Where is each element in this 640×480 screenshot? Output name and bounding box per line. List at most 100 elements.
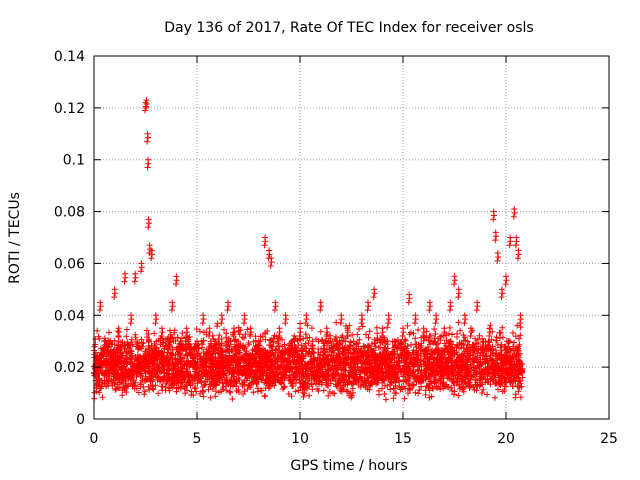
background-point bbox=[384, 324, 391, 331]
data-point bbox=[302, 320, 309, 327]
data-point bbox=[184, 329, 191, 336]
background-point bbox=[134, 352, 141, 359]
background-point bbox=[492, 369, 499, 376]
background-point bbox=[429, 366, 436, 373]
background-point bbox=[145, 363, 152, 370]
background-point bbox=[325, 383, 332, 390]
data-point bbox=[515, 251, 522, 258]
background-point bbox=[212, 393, 219, 400]
background-point bbox=[312, 380, 319, 387]
data-point bbox=[271, 307, 278, 314]
background-point bbox=[409, 360, 416, 367]
background-point bbox=[281, 341, 288, 348]
background-point bbox=[173, 375, 180, 382]
background-point bbox=[270, 378, 277, 385]
background-point bbox=[493, 380, 500, 387]
background-point bbox=[130, 377, 137, 384]
background-point bbox=[442, 359, 449, 366]
background-point bbox=[341, 344, 348, 351]
background-point bbox=[381, 358, 388, 365]
background-point bbox=[507, 357, 514, 364]
background-point bbox=[232, 351, 239, 358]
background-point bbox=[373, 363, 380, 370]
background-point bbox=[171, 370, 178, 377]
background-point bbox=[160, 377, 167, 384]
background-point bbox=[245, 382, 252, 389]
background-point bbox=[467, 381, 474, 388]
background-point bbox=[412, 389, 419, 396]
background-point bbox=[118, 379, 125, 386]
background-point bbox=[133, 385, 140, 392]
background-point bbox=[422, 366, 429, 373]
background-point bbox=[296, 371, 303, 378]
background-point bbox=[479, 389, 486, 396]
background-point bbox=[363, 365, 370, 372]
background-point bbox=[401, 395, 408, 402]
background-point bbox=[503, 367, 510, 374]
background-point bbox=[244, 326, 251, 333]
background-point bbox=[519, 374, 526, 381]
data-point bbox=[275, 333, 282, 340]
background-point bbox=[348, 394, 355, 401]
background-point bbox=[297, 366, 304, 373]
data-point bbox=[112, 290, 119, 297]
background-point bbox=[471, 386, 478, 393]
background-point bbox=[355, 353, 362, 360]
background-point bbox=[260, 361, 267, 368]
background-point bbox=[311, 376, 318, 383]
background-point bbox=[288, 393, 295, 400]
data-point bbox=[433, 316, 440, 323]
data-point bbox=[338, 316, 345, 323]
background-point bbox=[99, 394, 106, 401]
background-point bbox=[386, 374, 393, 381]
background-point bbox=[353, 371, 360, 378]
data-point bbox=[517, 320, 524, 327]
background-point bbox=[188, 388, 195, 395]
background-point bbox=[377, 336, 384, 343]
background-point bbox=[446, 330, 453, 337]
background-point bbox=[320, 345, 327, 352]
background-point bbox=[501, 387, 508, 394]
background-point bbox=[148, 342, 155, 349]
data-point bbox=[288, 345, 295, 352]
background-point bbox=[292, 388, 299, 395]
data-point bbox=[370, 294, 377, 301]
background-point bbox=[402, 337, 409, 344]
background-point bbox=[96, 376, 103, 383]
background-point bbox=[408, 341, 415, 348]
background-point bbox=[219, 356, 226, 363]
background-point bbox=[487, 322, 494, 329]
data-point bbox=[406, 295, 413, 302]
background-point bbox=[248, 364, 255, 371]
data-point bbox=[144, 138, 151, 145]
background-point bbox=[273, 346, 280, 353]
background-point bbox=[323, 358, 330, 365]
background-point bbox=[262, 336, 269, 343]
data-point bbox=[512, 242, 519, 249]
background-point bbox=[121, 387, 128, 394]
background-point bbox=[318, 364, 325, 371]
data-point bbox=[473, 307, 480, 314]
background-point bbox=[240, 364, 247, 371]
background-point bbox=[227, 361, 234, 368]
background-point bbox=[120, 363, 127, 370]
background-point bbox=[517, 380, 524, 387]
background-point bbox=[236, 349, 243, 356]
background-point bbox=[174, 377, 181, 384]
background-point bbox=[519, 361, 526, 368]
background-point bbox=[154, 367, 161, 374]
data-point bbox=[318, 303, 325, 310]
background-point bbox=[417, 377, 424, 384]
background-point bbox=[150, 386, 157, 393]
data-point bbox=[145, 224, 152, 231]
background-point bbox=[429, 385, 436, 392]
data-point bbox=[212, 342, 219, 349]
data-point bbox=[200, 316, 207, 323]
background-point bbox=[372, 340, 379, 347]
background-point bbox=[379, 339, 386, 346]
background-point bbox=[428, 378, 435, 385]
background-point bbox=[382, 345, 389, 352]
background-point bbox=[293, 347, 300, 354]
background-point bbox=[399, 385, 406, 392]
background-point bbox=[157, 374, 164, 381]
